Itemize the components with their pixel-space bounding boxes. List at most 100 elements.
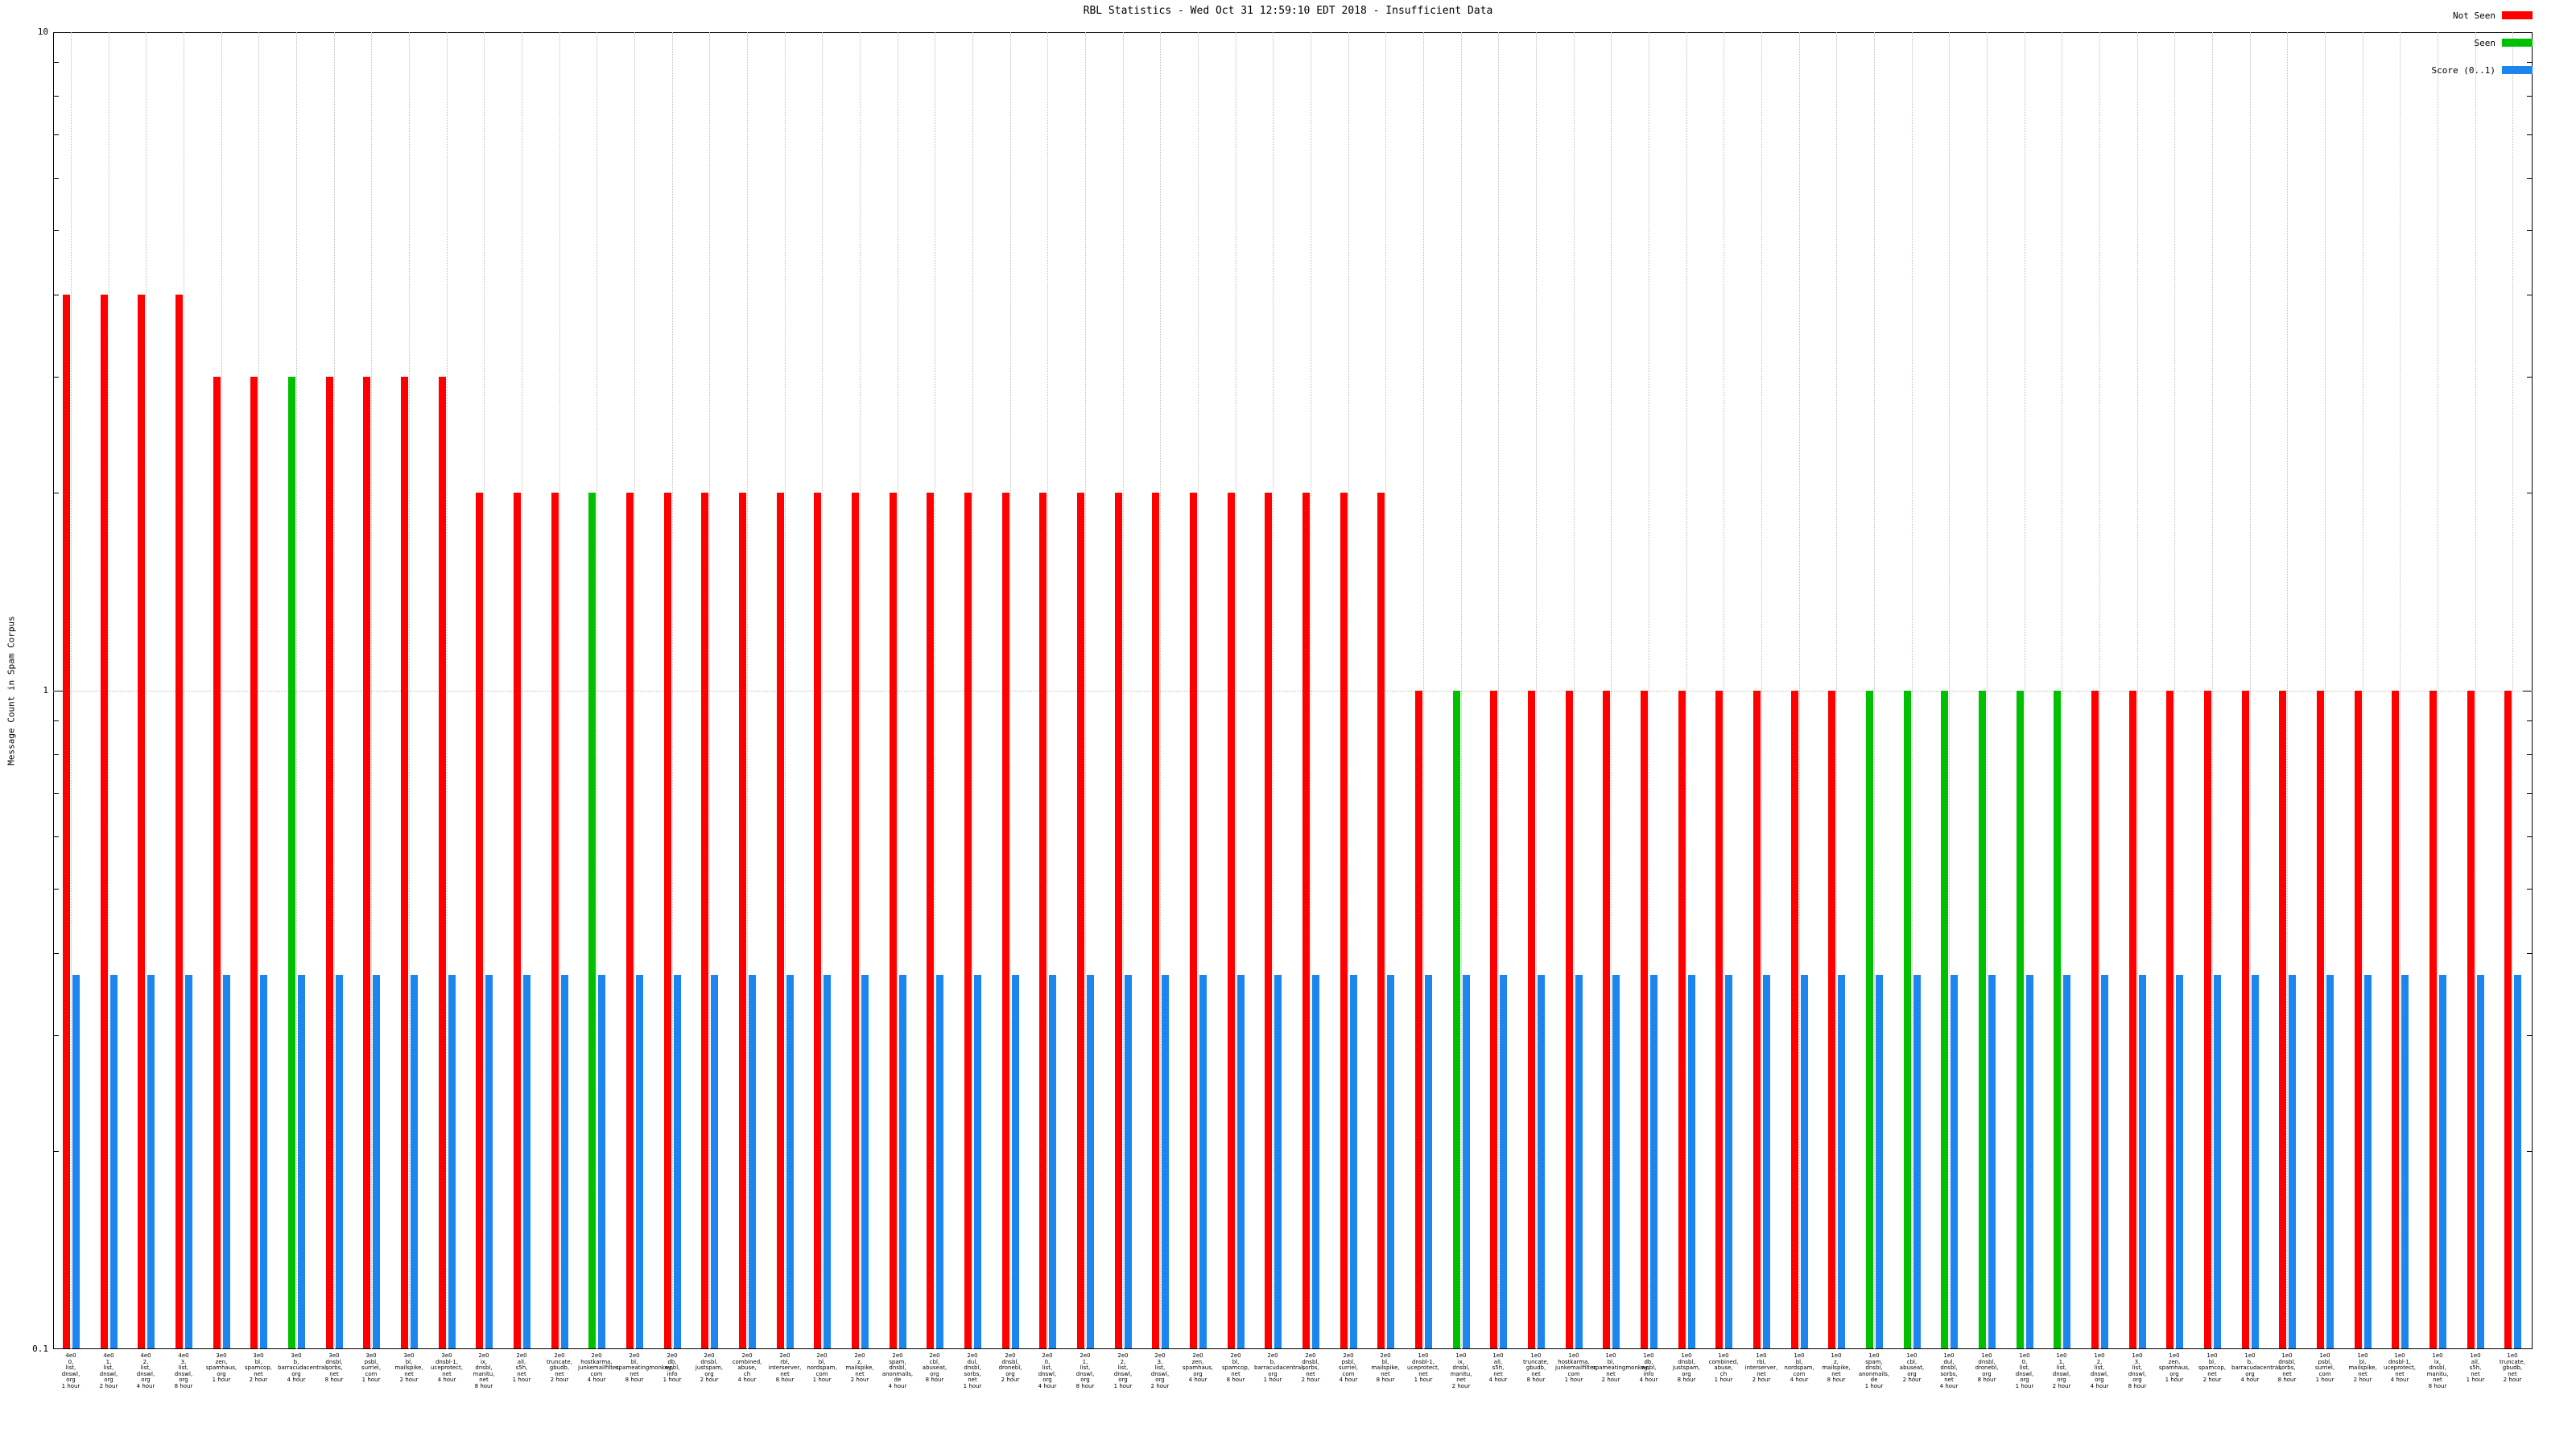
y-minor-tick xyxy=(54,1035,59,1036)
gridline-vertical xyxy=(1160,32,1161,1349)
bar-score xyxy=(786,975,794,1348)
bar-score xyxy=(185,975,192,1348)
gridline-vertical xyxy=(972,32,973,1349)
bar-not-seen xyxy=(1115,493,1122,1348)
bar-not-seen xyxy=(814,493,821,1348)
bar-not-seen xyxy=(326,377,333,1348)
bar-score xyxy=(2439,975,2446,1348)
x-axis-label: 4e0 2, list, dnswl, org 4 hour xyxy=(136,1352,155,1389)
bar-score xyxy=(1650,975,1657,1348)
bar-not-seen xyxy=(1152,493,1159,1348)
x-axis-label: 2e0 0, list, dnswl, org 4 hour xyxy=(1038,1352,1057,1389)
x-axis-label: 2e0 ix, dnsbl, manitu, net 8 hour xyxy=(473,1352,495,1389)
bar-score xyxy=(72,975,80,1348)
gridline-vertical xyxy=(1799,32,1800,1349)
bar-not-seen xyxy=(2467,691,2475,1348)
x-axis-label: 1e0 z, mailspike, net 8 hour xyxy=(1822,1352,1851,1383)
y-minor-tick xyxy=(2527,836,2532,837)
bar-not-seen xyxy=(1828,691,1835,1348)
bar-score xyxy=(2214,975,2221,1348)
bar-score xyxy=(1350,975,1357,1348)
bar-score xyxy=(2063,975,2070,1348)
bar-not-seen xyxy=(2279,691,2286,1348)
x-axis-label: 3e0 dnsbl, sorbs, net 8 hour xyxy=(324,1352,344,1383)
bar-seen xyxy=(288,377,295,1348)
x-axis-label: 1e0 truncate, gbudb, net 2 hour xyxy=(2500,1352,2525,1383)
bar-not-seen xyxy=(927,493,934,1348)
bar-score xyxy=(2401,975,2409,1348)
x-axis-label: 1e0 combined, abuse, ch 1 hour xyxy=(1708,1352,1739,1383)
x-axis-label: 1e0 dnsbl, justspam, org 8 hour xyxy=(1672,1352,1701,1383)
bar-score xyxy=(1049,975,1056,1348)
bar-not-seen xyxy=(852,493,859,1348)
gridline-vertical xyxy=(2400,32,2401,1349)
x-axis-label: 1e0 bl, spameatingmonkey, net 2 hour xyxy=(1592,1352,1650,1383)
x-axis-label: 3e0 zen, spamhaus, org 1 hour xyxy=(205,1352,237,1383)
gridline-vertical xyxy=(296,32,297,1349)
legend: Not Seen Seen Score (0..1) xyxy=(2359,10,2533,93)
bar-not-seen xyxy=(213,377,221,1348)
y-minor-tick xyxy=(2527,793,2532,794)
x-axis-label: 1e0 bl, mailspike, net 2 hour xyxy=(2348,1352,2377,1383)
bar-not-seen xyxy=(175,295,183,1348)
gridline-vertical xyxy=(1611,32,1612,1349)
bar-score xyxy=(485,975,493,1348)
y-minor-tick xyxy=(2527,754,2532,755)
x-axis-label: 1e0 rbl, interserver, net 2 hour xyxy=(1744,1352,1778,1383)
y-minor-tick xyxy=(2527,134,2532,135)
bar-score xyxy=(1162,975,1169,1348)
bar-score xyxy=(1612,975,1620,1348)
bar-not-seen xyxy=(476,493,483,1348)
x-axis-label: 1e0 truncate, gbudb, net 8 hour xyxy=(1523,1352,1549,1383)
bar-not-seen xyxy=(1528,691,1535,1348)
x-axis-label: 2e0 hostkarma, junkemailfilter, com 4 ho… xyxy=(578,1352,621,1383)
bar-not-seen xyxy=(890,493,897,1348)
bar-not-seen xyxy=(551,493,559,1348)
gridline-vertical xyxy=(2475,32,2476,1349)
x-axis-label: 1e0 psbl, surriel, com 1 hour xyxy=(2314,1352,2335,1383)
gridline-vertical xyxy=(559,32,560,1349)
bar-score xyxy=(636,975,643,1348)
bar-score xyxy=(373,975,380,1348)
bar-seen xyxy=(2054,691,2061,1348)
x-axis-label: 4e0 3, list, dnswl, org 8 hour xyxy=(174,1352,193,1389)
bar-score xyxy=(1725,975,1732,1348)
bar-score xyxy=(749,975,756,1348)
bar-score xyxy=(260,975,267,1348)
gridline-vertical xyxy=(447,32,448,1349)
bar-not-seen xyxy=(439,377,446,1348)
bar-not-seen xyxy=(2392,691,2399,1348)
bar-not-seen xyxy=(1566,691,1573,1348)
x-axis-label: 1e0 ix, dnsbl, manitu, net 2 hour xyxy=(1450,1352,1472,1389)
x-axis-label: 1e0 db, wpbl, info 4 hour xyxy=(1639,1352,1658,1383)
y-tick-10: 10 xyxy=(37,27,48,37)
bar-score xyxy=(974,975,981,1348)
x-axis-label: 1e0 0, list, dnswl, org 1 hour xyxy=(2015,1352,2034,1389)
bar-score xyxy=(1988,975,1996,1348)
x-axis-label: 1e0 all, s5h, net 4 hour xyxy=(1488,1352,1508,1383)
bar-not-seen xyxy=(1265,493,1272,1348)
gridline-vertical xyxy=(1949,32,1950,1349)
gridline-vertical xyxy=(1761,32,1762,1349)
gridline-vertical xyxy=(709,32,710,1349)
y-minor-tick xyxy=(54,793,59,794)
gridline-vertical xyxy=(1047,32,1048,1349)
bar-score xyxy=(2101,975,2108,1348)
bar-score xyxy=(2176,975,2183,1348)
x-axis-label: 2e0 dnsbl, dronebl, org 2 hour xyxy=(998,1352,1022,1383)
not-seen-swatch-icon xyxy=(2502,11,2533,19)
gridline-vertical xyxy=(1348,32,1349,1349)
y-major-tick xyxy=(2523,32,2532,33)
x-axis-label: 2e0 1, list, dnswl, org 8 hour xyxy=(1075,1352,1095,1389)
x-axis-label: 1e0 3, list, dnswl, org 8 hour xyxy=(2128,1352,2147,1389)
bar-not-seen xyxy=(363,377,370,1348)
bar-score xyxy=(1951,975,1958,1348)
legend-label-seen: Seen xyxy=(2474,37,2496,48)
bar-score xyxy=(2252,975,2259,1348)
y-major-tick xyxy=(54,1348,63,1349)
bar-score xyxy=(1312,975,1319,1348)
bar-score xyxy=(411,975,418,1348)
bar-not-seen xyxy=(1791,691,1798,1348)
gridline-vertical xyxy=(2250,32,2251,1349)
bar-score xyxy=(223,975,230,1348)
